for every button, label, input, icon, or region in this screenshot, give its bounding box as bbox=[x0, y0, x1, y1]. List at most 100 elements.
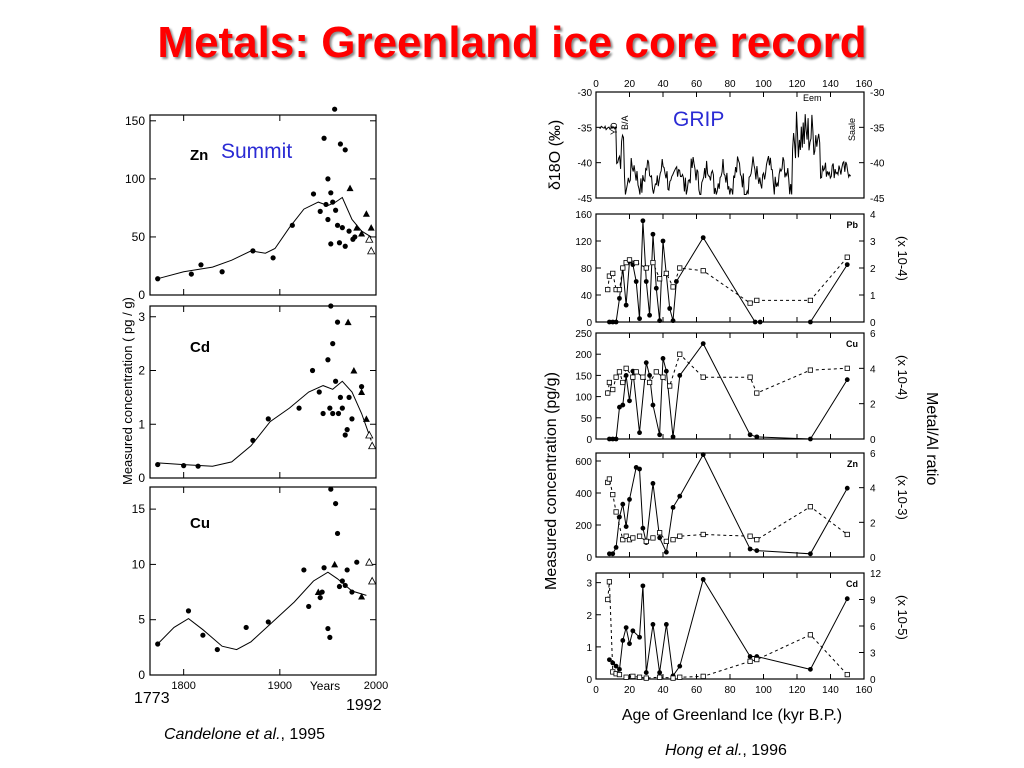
grip-panel-frame bbox=[595, 213, 865, 323]
ratio-point bbox=[633, 259, 639, 266]
summit-panel-cd: 0 1 2 3 Cd bbox=[138, 303, 377, 485]
concentration-point bbox=[663, 621, 669, 627]
data-point bbox=[289, 222, 295, 228]
ratio-point bbox=[807, 504, 814, 510]
concentration-point bbox=[640, 218, 646, 224]
data-point bbox=[188, 271, 194, 277]
d18o-axis-title: δ18O (‰) bbox=[547, 120, 564, 190]
ratio-point bbox=[623, 533, 629, 539]
concentration-point bbox=[630, 628, 636, 634]
ratio-point bbox=[807, 632, 814, 638]
data-point bbox=[334, 319, 341, 325]
concentration-point bbox=[623, 625, 629, 631]
data-point bbox=[306, 603, 312, 610]
summit-y-axis-title: Measured concentration ( pg / g) bbox=[120, 297, 135, 485]
x-tick-label: 140 bbox=[822, 685, 839, 696]
x-tick-label: 60 bbox=[691, 685, 703, 696]
ratio-point bbox=[623, 365, 629, 371]
ratio-point bbox=[620, 537, 626, 543]
y2-tick-label: 6 bbox=[870, 449, 876, 460]
concentration-point bbox=[808, 551, 813, 557]
ratio-unit-label: (x 10-3) bbox=[895, 475, 910, 520]
ratio-point bbox=[677, 533, 683, 539]
data-point bbox=[352, 234, 358, 240]
ratio-point bbox=[660, 374, 666, 380]
site-label: Summit bbox=[221, 140, 292, 163]
data-point bbox=[344, 567, 350, 573]
concentration-point bbox=[637, 634, 642, 640]
triangle-point bbox=[358, 592, 366, 600]
x-tick-label: 60 bbox=[691, 79, 703, 90]
ratio-point bbox=[844, 254, 850, 260]
y-tick-label: 0 bbox=[586, 435, 592, 446]
ratio-point bbox=[670, 675, 676, 681]
data-point bbox=[328, 486, 334, 492]
y-tick-label: 40 bbox=[581, 291, 593, 302]
data-point bbox=[325, 625, 331, 632]
panel-label: Cu bbox=[846, 339, 858, 349]
left-citation: Candelone et al., 1995 bbox=[164, 726, 325, 744]
concentration-point bbox=[808, 436, 813, 442]
y-tick-label: 160 bbox=[575, 210, 592, 221]
y2-tick-label: 6 bbox=[870, 622, 876, 633]
data-point bbox=[346, 228, 352, 234]
concentration-point bbox=[752, 319, 758, 325]
concentration-point bbox=[650, 481, 656, 486]
left-citation-authors: Candelone et al. bbox=[164, 726, 281, 743]
concentration-point bbox=[607, 551, 612, 557]
concentration-point bbox=[650, 621, 656, 627]
concentration-point bbox=[747, 654, 753, 659]
right-citation-authors: Hong et al. bbox=[665, 742, 743, 759]
summit-panel-cu: 0 5 10 15 1800 1900 2000 Cu bbox=[132, 486, 388, 692]
triangle-point bbox=[350, 367, 358, 374]
ratio-unit-label: (x 10-4) bbox=[895, 236, 910, 281]
data-point bbox=[195, 463, 201, 469]
panel-label: Zn bbox=[190, 147, 208, 164]
y-tick-label: 1 bbox=[586, 643, 592, 654]
y-tick-label: 0 bbox=[586, 675, 592, 686]
y-tick-label: 1 bbox=[138, 417, 145, 431]
ratio-point bbox=[754, 656, 760, 663]
y-tick-label: 150 bbox=[125, 114, 145, 128]
ratio-point bbox=[677, 351, 683, 357]
y2-tick-label: 0 bbox=[870, 553, 876, 564]
concentration-point bbox=[613, 663, 619, 669]
ratio-point bbox=[700, 531, 706, 538]
data-point bbox=[296, 405, 302, 411]
ratio-point bbox=[620, 379, 626, 386]
y2-tick-label: 4 bbox=[870, 364, 876, 375]
concentration-point bbox=[627, 398, 632, 404]
concentration-point bbox=[663, 368, 669, 374]
annotation-label: B/A bbox=[620, 115, 630, 130]
ratio-point bbox=[620, 265, 626, 271]
ratio-point bbox=[640, 374, 646, 380]
concentration-point bbox=[747, 432, 753, 438]
ratio-point bbox=[636, 674, 643, 680]
ratio-point bbox=[663, 538, 669, 545]
y-tick-label: 15 bbox=[132, 502, 146, 516]
data-point bbox=[339, 578, 345, 584]
summit-panel-zn: 0 50 100 150 Zn Summit bbox=[125, 106, 377, 302]
ratio-point bbox=[677, 674, 683, 680]
concentration-point bbox=[643, 670, 649, 675]
y2-tick-label: 1 bbox=[870, 291, 876, 302]
concentration-point bbox=[623, 373, 629, 378]
data-point bbox=[155, 461, 161, 468]
y2-tick-label: 2 bbox=[870, 518, 876, 529]
triangle-point bbox=[344, 318, 352, 326]
triangle-point bbox=[353, 224, 361, 231]
open-triangle-point bbox=[367, 576, 377, 585]
data-point bbox=[219, 269, 225, 275]
data-point bbox=[327, 634, 333, 641]
grip-panel-frame bbox=[595, 572, 865, 680]
data-point bbox=[181, 463, 187, 469]
summit-panel-frame bbox=[149, 114, 377, 296]
ratio-point bbox=[605, 390, 611, 396]
y-tick-label: 10 bbox=[132, 557, 146, 571]
concentration-point bbox=[754, 548, 760, 553]
ratio-point bbox=[630, 673, 636, 679]
ratio-point bbox=[606, 379, 613, 386]
y2-tick-label: -30 bbox=[870, 88, 885, 99]
concentration-point bbox=[670, 505, 676, 510]
y-tick-label: 2 bbox=[586, 611, 592, 622]
